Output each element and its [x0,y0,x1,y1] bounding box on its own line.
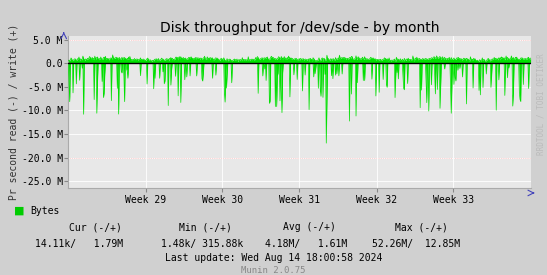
Text: Munin 2.0.75: Munin 2.0.75 [241,266,306,275]
Text: Max (-/+): Max (-/+) [395,222,447,232]
Text: Cur (-/+): Cur (-/+) [69,222,122,232]
Text: 1.48k/ 315.88k: 1.48k/ 315.88k [161,239,243,249]
Text: 14.11k/   1.79M: 14.11k/ 1.79M [35,239,124,249]
Text: ■: ■ [14,206,24,216]
Text: Min (-/+): Min (-/+) [179,222,231,232]
Text: Last update: Wed Aug 14 18:00:58 2024: Last update: Wed Aug 14 18:00:58 2024 [165,254,382,263]
Y-axis label: Pr second read (-) / write (+): Pr second read (-) / write (+) [9,24,19,200]
Text: 52.26M/  12.85M: 52.26M/ 12.85M [371,239,460,249]
Text: 4.18M/   1.61M: 4.18M/ 1.61M [265,239,347,249]
Text: Avg (-/+): Avg (-/+) [283,222,335,232]
Text: RRDTOOL / TOBI OETIKER: RRDTOOL / TOBI OETIKER [537,54,546,155]
Title: Disk throughput for /dev/sde - by month: Disk throughput for /dev/sde - by month [160,21,439,35]
Text: Bytes: Bytes [30,206,60,216]
